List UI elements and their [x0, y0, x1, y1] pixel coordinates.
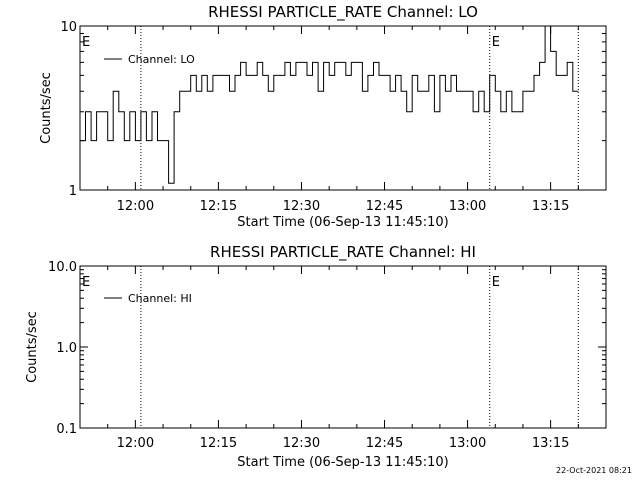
x-tick-label-1: 12:15	[200, 436, 237, 451]
y-tick-label-1: 10.0	[48, 260, 77, 275]
x-axis-label-1: Start Time (06-Sep-13 11:45:10)	[237, 455, 448, 470]
y-tick-label-1: 0.1	[56, 422, 77, 437]
series-line-0-0	[80, 25, 579, 184]
x-tick-label-1: 12:30	[283, 436, 320, 451]
y-tick-label-0: 1	[69, 184, 77, 199]
legend-label-1: Channel: HI	[128, 292, 192, 305]
x-axis-label-0: Start Time (06-Sep-13 11:45:10)	[237, 215, 448, 230]
plot-frame-1	[79, 265, 607, 429]
x-tick-label-1: 12:45	[366, 436, 403, 451]
x-tick-label-0: 12:00	[117, 199, 154, 214]
timestamp-label: 22-Oct-2021 08:21	[556, 466, 632, 475]
y-axis-label-1: Counts/sec	[25, 311, 40, 383]
event-marker-label-1: E	[82, 275, 90, 290]
y-axis-label-0: Counts/sec	[39, 72, 54, 144]
x-tick-label-0: 13:15	[532, 199, 569, 214]
x-tick-label-1: 13:00	[449, 436, 486, 451]
chart-title-0: RHESSI PARTICLE_RATE Channel: LO	[208, 3, 478, 22]
plot-frame-0	[79, 25, 607, 191]
y-tick-label-1: 1.0	[56, 341, 77, 356]
x-tick-label-1: 12:00	[117, 436, 154, 451]
x-tick-label-0: 12:30	[283, 199, 320, 214]
event-marker-label-0: E	[82, 35, 90, 50]
x-tick-label-0: 12:45	[366, 199, 403, 214]
x-tick-label-0: 13:00	[449, 199, 486, 214]
x-tick-label-0: 12:15	[200, 199, 237, 214]
x-tick-label-1: 13:15	[532, 436, 569, 451]
y-tick-label-0: 10	[60, 20, 77, 35]
event-marker-label-1: E	[492, 275, 500, 290]
legend-label-0: Channel: LO	[128, 53, 195, 66]
event-marker-label-0: E	[492, 35, 500, 50]
chart-title-1: RHESSI PARTICLE_RATE Channel: HI	[210, 243, 476, 262]
